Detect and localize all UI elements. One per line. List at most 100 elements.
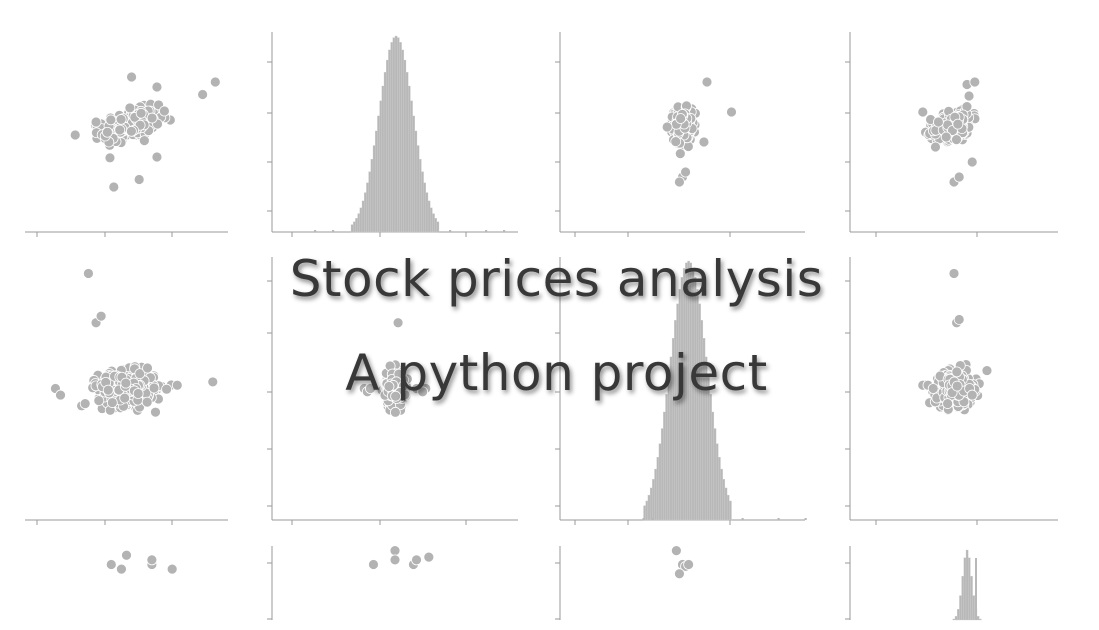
scatter-point [105, 114, 117, 126]
histogram-bar [970, 575, 973, 621]
histogram-bar [355, 218, 358, 233]
scatter-points [661, 76, 737, 188]
panel-axes [25, 519, 228, 525]
scatter-point [95, 310, 107, 322]
histogram-bar [397, 37, 400, 233]
histogram-bar [416, 145, 420, 233]
scatter-point [670, 545, 682, 557]
histogram-bar [689, 262, 693, 521]
scatter-point [151, 81, 163, 93]
scatter-point [927, 383, 939, 394]
histogram-bar [713, 428, 717, 521]
scatter-point [166, 563, 178, 575]
histogram-bar [711, 411, 715, 521]
scatter-point [114, 124, 126, 136]
histogram-bar [979, 618, 982, 621]
scatter-point [963, 90, 975, 102]
histogram-bar [965, 549, 969, 621]
scatter-points [105, 549, 178, 575]
histogram [642, 260, 807, 521]
histogram-bar [669, 356, 673, 521]
scatter-point [966, 389, 978, 401]
histogram-bar [687, 260, 690, 521]
histogram-bar [401, 49, 404, 233]
scatter-point [115, 114, 127, 125]
histogram-bar [704, 356, 708, 521]
histogram-bar [408, 85, 411, 233]
histogram-bar [702, 338, 706, 521]
scatter-point [675, 113, 687, 124]
histogram-bar [682, 268, 686, 521]
histogram-bar [425, 192, 429, 233]
scatter-point [953, 314, 965, 325]
histogram-bar [707, 375, 710, 521]
scatter-point [55, 389, 66, 401]
scatter-point [674, 148, 686, 159]
histogram-bar [368, 171, 371, 233]
histogram-bar [503, 230, 506, 232]
histogram-bar [665, 394, 668, 521]
histogram-bar [724, 487, 728, 521]
panel-axes [267, 546, 273, 620]
scatter-point [389, 545, 401, 557]
scatter-point [392, 317, 404, 329]
scatter-point [383, 381, 395, 392]
scatter-point [969, 76, 981, 88]
scatter-point [930, 141, 941, 153]
scatter-point [104, 152, 116, 164]
scatter-point [726, 106, 737, 118]
histogram-bar [722, 479, 726, 521]
histogram-bar [370, 159, 374, 233]
histogram-bar [394, 35, 398, 233]
histogram-bar [680, 277, 684, 521]
scatter-point [132, 388, 144, 399]
histogram [314, 35, 506, 233]
scatter-point [390, 390, 402, 402]
histogram-bar [976, 616, 980, 621]
scatter-point [981, 365, 993, 376]
scatter-point [933, 116, 944, 128]
histogram-bar [642, 518, 645, 520]
histogram-bar [804, 518, 807, 520]
scatter-point [389, 554, 401, 566]
histogram-bar [361, 200, 365, 233]
histogram-bar [645, 500, 649, 521]
histogram-bar [386, 59, 389, 233]
histogram-bar [421, 171, 424, 233]
scatter-points [368, 545, 435, 570]
histogram-bar [414, 130, 418, 233]
scatter-point [951, 366, 963, 378]
histogram-bar [720, 468, 723, 521]
histogram-bar [381, 85, 385, 233]
histogram-bar [403, 59, 407, 233]
scatter-point [417, 386, 429, 398]
scatter-point [106, 397, 118, 408]
scatter-point [207, 376, 219, 388]
histogram-bar [412, 115, 415, 233]
panel-axes [25, 231, 228, 237]
scatter-points [917, 76, 981, 188]
histogram-bar [372, 145, 376, 233]
histogram-bar [377, 115, 380, 233]
histogram-bar [427, 200, 431, 233]
scatter-point [102, 126, 113, 138]
scatter-point [138, 135, 150, 147]
panel-axes [555, 546, 561, 620]
scatter-point [951, 134, 962, 146]
scatter-point [135, 107, 147, 119]
panel-axes [845, 32, 1058, 237]
histogram-bar [399, 42, 402, 233]
scatter-point [83, 268, 94, 279]
scatter-points [917, 268, 993, 416]
scatter-point [148, 382, 160, 394]
scatter-point [389, 406, 401, 418]
scatter-point [966, 156, 978, 168]
scatter-point [674, 176, 685, 188]
scatter-point [423, 551, 435, 563]
scatter-point [119, 392, 131, 404]
histogram-bar [954, 616, 958, 621]
histogram-bar [741, 518, 744, 520]
histogram-bar [649, 487, 653, 521]
histogram [952, 549, 982, 621]
histogram-bar [364, 192, 367, 233]
